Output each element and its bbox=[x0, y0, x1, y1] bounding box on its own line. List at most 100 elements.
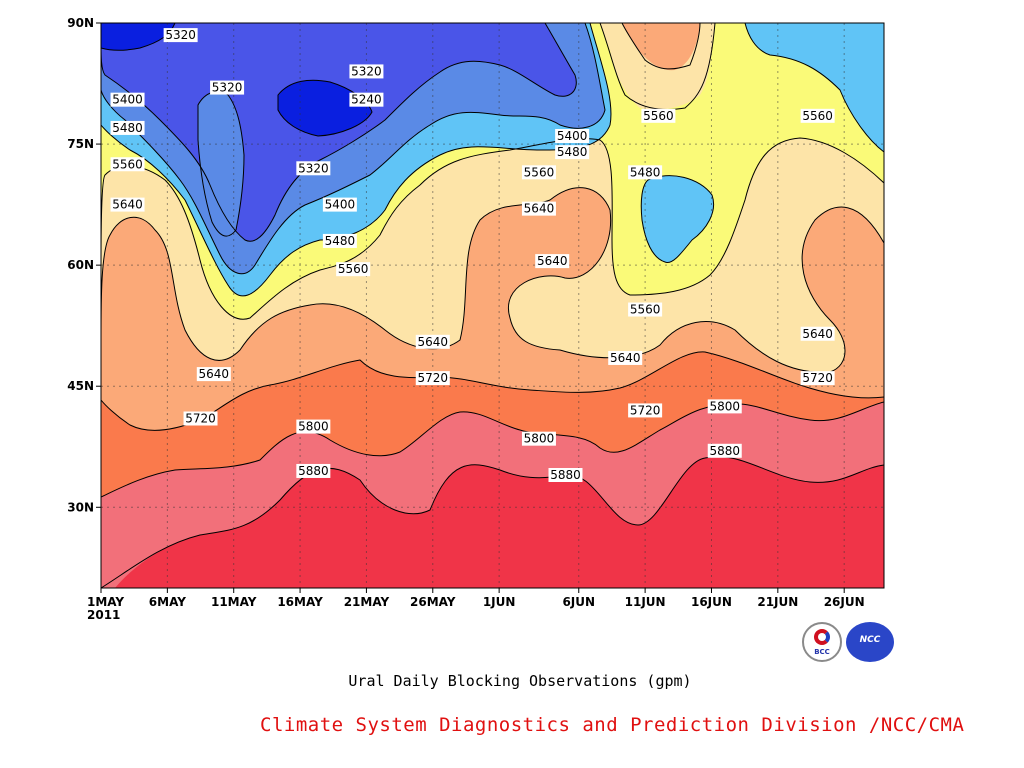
contour-label-text: 5800 bbox=[709, 399, 740, 413]
contour-label-text: 5480 bbox=[557, 145, 588, 159]
contour-label-text: 5400 bbox=[557, 129, 588, 143]
credit-line: Climate System Diagnostics and Predictio… bbox=[260, 714, 965, 736]
contour-line-5400 bbox=[101, 23, 606, 275]
contour-label: 5480 bbox=[628, 165, 663, 180]
x-tick-label: 1MAY bbox=[87, 595, 124, 609]
contour-label-text: 5320 bbox=[351, 64, 382, 78]
contour-line-5320-pocket bbox=[197, 91, 245, 237]
contour-label: 5560 bbox=[521, 165, 556, 180]
contour-label-bg bbox=[110, 197, 145, 212]
contour-label: 5560 bbox=[641, 108, 676, 123]
contour-label-bg bbox=[296, 161, 331, 176]
contour-label: 5400 bbox=[110, 92, 145, 107]
contour-label: 5480 bbox=[110, 120, 145, 135]
contour-label-bg bbox=[415, 371, 450, 386]
contour-line-5480-ne bbox=[744, 23, 884, 153]
contour-label-bg bbox=[608, 350, 643, 365]
contour-label-bg bbox=[110, 157, 145, 172]
ncc-logo: NCC bbox=[846, 622, 894, 662]
contour-label-bg bbox=[555, 145, 590, 160]
contour-line-5560-ne bbox=[599, 23, 716, 110]
fill-below-5240-a bbox=[101, 23, 175, 51]
contour-label-bg bbox=[296, 463, 331, 478]
contour-label-bg bbox=[110, 120, 145, 135]
contour-label-bg bbox=[800, 108, 835, 123]
y-tick-label: 30N bbox=[67, 500, 94, 514]
contour-label-bg bbox=[336, 262, 371, 277]
contour-label-text: 5880 bbox=[298, 464, 329, 478]
x-year-label: 2011 bbox=[87, 608, 120, 622]
contour-label-text: 5720 bbox=[185, 412, 216, 426]
contour-label: 5880 bbox=[548, 468, 583, 482]
contour-label-bg bbox=[628, 165, 663, 180]
contour-label-bg bbox=[800, 371, 835, 386]
x-tick-label: 21MAY bbox=[344, 595, 390, 609]
contour-label-text: 5560 bbox=[802, 109, 833, 123]
contour-chart: 5320532053205240540054805560564053205400… bbox=[67, 16, 885, 622]
contour-label: 5640 bbox=[196, 367, 231, 382]
contour-label-text: 5640 bbox=[802, 327, 833, 341]
x-tick-label: 21JUN bbox=[757, 595, 798, 609]
contour-label-text: 5560 bbox=[643, 109, 674, 123]
plot-frame bbox=[100, 22, 885, 589]
contour-label-text: 5560 bbox=[524, 165, 555, 179]
x-tick-label: 6MAY bbox=[149, 595, 186, 609]
contour-label-text: 5240 bbox=[351, 93, 382, 107]
contour-label-bg bbox=[110, 92, 145, 107]
x-tick-label: 16MAY bbox=[277, 595, 323, 609]
x-tick-label: 26JUN bbox=[824, 595, 865, 609]
fill-below-5240-b bbox=[278, 80, 372, 136]
x-tick-label: 26MAY bbox=[410, 595, 456, 609]
contour-label: 5720 bbox=[800, 371, 835, 386]
contour-label-text: 5320 bbox=[165, 28, 196, 42]
contour-label-bg bbox=[521, 201, 556, 216]
fill-5320-5400-pocket bbox=[198, 91, 244, 237]
y-tick-label: 45N bbox=[67, 379, 94, 393]
contour-line-5640-ne bbox=[621, 23, 701, 70]
contour-label: 5320 bbox=[349, 64, 384, 79]
contour-label-text: 5640 bbox=[524, 202, 555, 216]
contour-label-bg bbox=[555, 129, 590, 143]
contour-label: 5560 bbox=[110, 157, 145, 172]
y-tick-label: 90N bbox=[67, 16, 94, 30]
chart-caption: Ural Daily Blocking Observations (gpm) bbox=[348, 672, 692, 690]
contour-label: 5640 bbox=[415, 334, 450, 349]
bcc-logo: BCC bbox=[802, 622, 842, 662]
contour-label: 5640 bbox=[800, 326, 835, 341]
contour-label: 5560 bbox=[628, 302, 663, 317]
contour-label: 5800 bbox=[296, 419, 331, 434]
bcc-logo-text: BCC bbox=[814, 648, 830, 656]
contour-label-bg bbox=[628, 302, 663, 317]
contour-label: 5480 bbox=[322, 233, 357, 248]
contour-label-text: 5800 bbox=[298, 420, 329, 434]
contour-label-text: 5400 bbox=[325, 198, 356, 212]
x-tick-label: 11JUN bbox=[625, 595, 666, 609]
contour-label-bg bbox=[296, 419, 331, 434]
contour-label-bg bbox=[163, 28, 198, 43]
contour-label-bg bbox=[415, 334, 450, 349]
contour-label-text: 5880 bbox=[709, 444, 740, 458]
contour-label: 5640 bbox=[535, 254, 570, 269]
contour-label: 5720 bbox=[415, 371, 450, 386]
contour-label: 5800 bbox=[707, 399, 742, 414]
contour-line-5480-pocket bbox=[640, 175, 714, 264]
contour-label-bg bbox=[628, 403, 663, 418]
contour-label-text: 5480 bbox=[325, 234, 356, 248]
contour-label: 5880 bbox=[296, 463, 331, 478]
contour-label-text: 5560 bbox=[338, 262, 369, 276]
contour-label-text: 5720 bbox=[630, 403, 661, 417]
contour-label-text: 5400 bbox=[112, 93, 143, 107]
contour-label-text: 5880 bbox=[550, 468, 581, 482]
fill-5400-5480-ne bbox=[745, 23, 884, 152]
contour-label: 5480 bbox=[555, 145, 590, 160]
swirl-icon bbox=[814, 629, 830, 645]
contour-line-5240-b bbox=[277, 79, 373, 137]
contour-fills: 5320532053205240540054805560564053205400… bbox=[101, 23, 884, 588]
contour-label-text: 5320 bbox=[212, 81, 243, 95]
contour-label: 5400 bbox=[322, 197, 357, 212]
contour-label-bg bbox=[196, 367, 231, 382]
contour-label-bg bbox=[183, 411, 218, 426]
contour-label: 5880 bbox=[707, 443, 742, 458]
contour-label-text: 5720 bbox=[418, 371, 449, 385]
contour-label-text: 5720 bbox=[802, 371, 833, 385]
